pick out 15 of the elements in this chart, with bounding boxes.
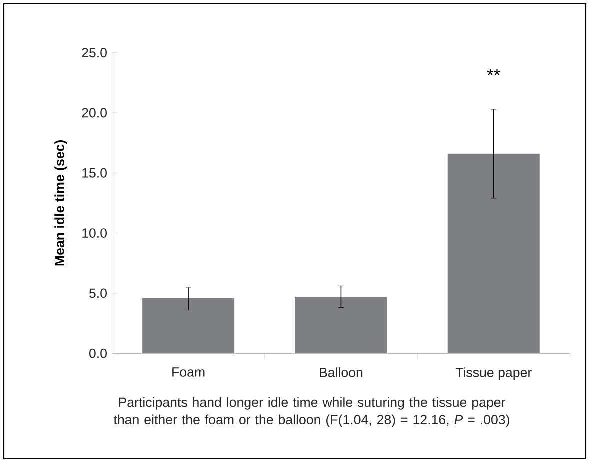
bar: [448, 154, 540, 354]
x-tick-label: Foam: [172, 368, 205, 377]
bar: [295, 297, 388, 354]
text: Participants hand longer idle time while suturing the tissue paper than either the foam or the balloon (F(1.04, 28) = 12.16, P = .003): [114, 397, 510, 428]
y-tick-label: 5.0: [90, 288, 107, 298]
y-axis-title: Mean idle time (sec): [54, 140, 68, 266]
y-tick-label: 25.0: [82, 48, 107, 58]
x-tick-label: Balloon: [320, 368, 363, 378]
y-tick-label: 0.0: [89, 348, 107, 358]
annotation: **: [487, 69, 500, 76]
bar: [142, 298, 235, 354]
y-tick-label: 20.0: [82, 108, 107, 118]
x-tick-label: Tissue paper: [456, 368, 532, 380]
y-tick-label: 10.0: [82, 228, 107, 238]
y-tick-label: 15.0: [82, 168, 107, 178]
